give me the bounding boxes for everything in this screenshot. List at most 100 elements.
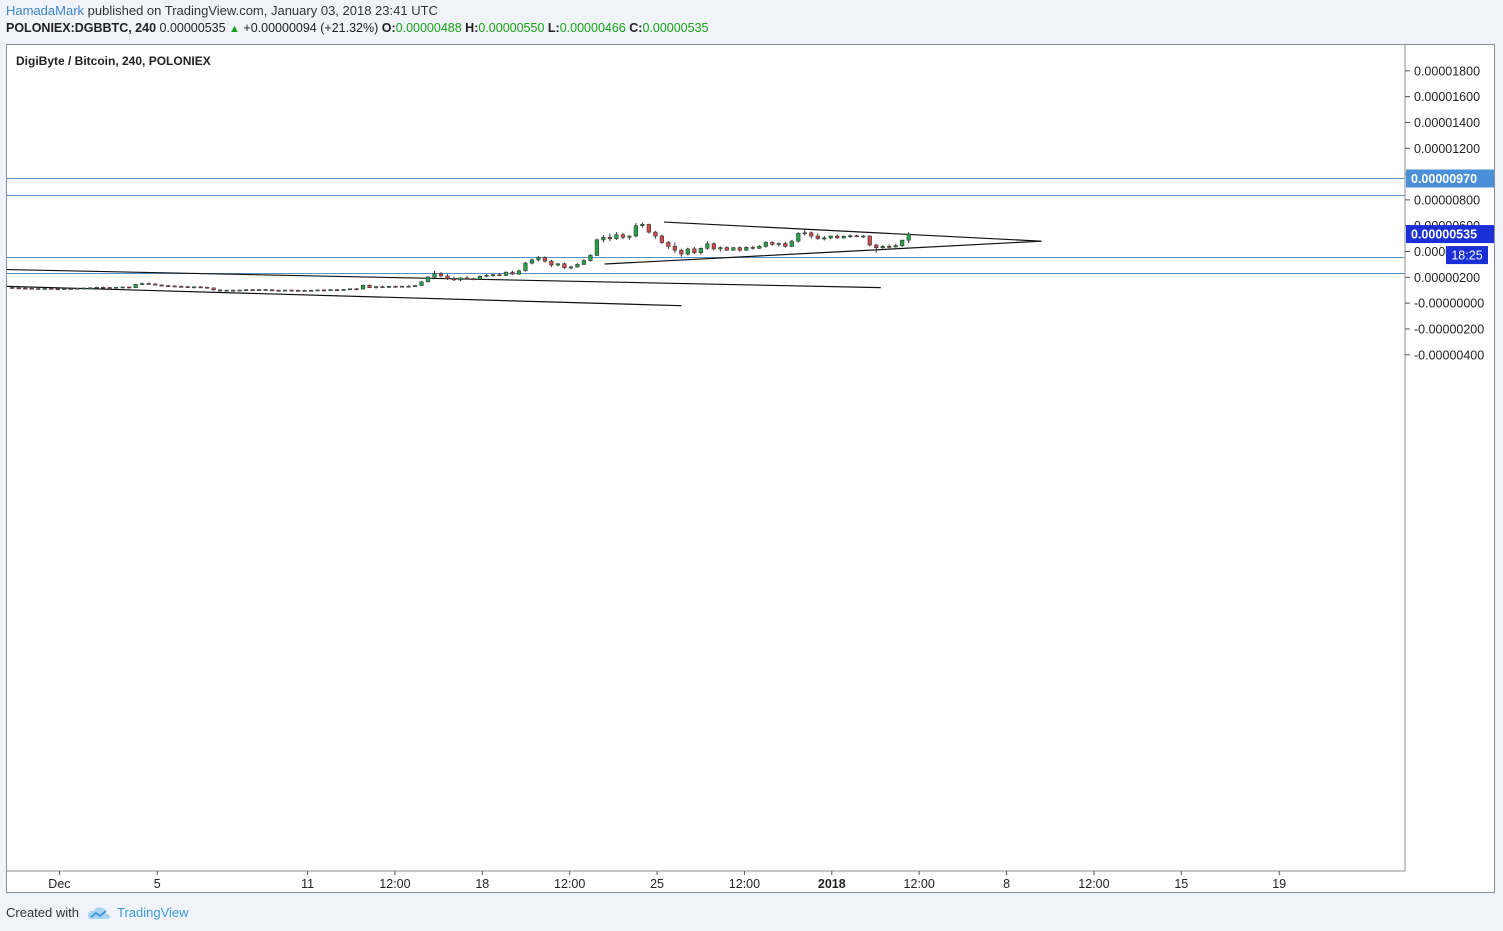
candle — [822, 236, 827, 241]
candle — [438, 272, 444, 278]
candle-body — [659, 235, 664, 243]
candle — [815, 233, 820, 240]
candle-body — [822, 237, 827, 240]
candle — [744, 246, 749, 251]
candle — [237, 289, 242, 292]
candle — [789, 239, 794, 247]
chart-frame[interactable]: DigiByte / Bitcoin, 240, POLONIEX 0.0000… — [6, 44, 1495, 893]
candle-body — [640, 224, 645, 226]
candle-body — [425, 276, 431, 283]
candle-body — [328, 289, 333, 292]
candle — [588, 254, 593, 262]
candle — [607, 233, 612, 242]
candle — [88, 287, 93, 290]
candle — [218, 289, 223, 292]
candle-body — [146, 283, 151, 285]
up-arrow-icon: ▲ — [229, 23, 240, 35]
candle-body — [393, 286, 398, 288]
candle — [328, 289, 333, 292]
x-tick-label: 19 — [1272, 877, 1286, 891]
candle-body — [848, 235, 853, 238]
candle — [393, 285, 398, 288]
trend-line — [7, 285, 682, 307]
candle — [581, 259, 586, 266]
tradingview-link[interactable]: TradingView — [116, 905, 189, 920]
candle — [295, 289, 301, 292]
candle-body — [627, 235, 632, 238]
candle-body — [484, 274, 489, 277]
candle-body — [406, 285, 411, 288]
candle — [718, 246, 723, 252]
y-tick-label: 0.00000800 — [1414, 193, 1480, 207]
candle — [653, 230, 658, 239]
candle — [659, 234, 664, 244]
candle-body — [36, 288, 41, 290]
candle-body — [718, 247, 723, 250]
candle — [445, 274, 450, 280]
candle-body — [510, 271, 515, 275]
candle — [120, 286, 125, 289]
candle-body — [282, 289, 288, 292]
candle-body — [29, 287, 34, 290]
candle — [16, 287, 21, 290]
candle-body — [380, 286, 385, 288]
candle — [692, 246, 697, 255]
candle — [861, 234, 866, 238]
candle-body — [796, 233, 801, 242]
candle — [529, 258, 535, 265]
x-axis[interactable]: Dec 5 11 12:00 18 12:00 25 12:00 2018 12:00 8 12:00… — [48, 871, 1286, 891]
candle — [711, 242, 716, 251]
candle — [640, 222, 645, 228]
candle — [484, 274, 489, 278]
candle — [127, 286, 132, 289]
candle — [464, 276, 470, 280]
candle-body — [354, 288, 359, 291]
candle-body — [386, 286, 392, 288]
x-tick-label: 5 — [154, 877, 161, 891]
price-chart[interactable]: DigiByte / Bitcoin, 240, POLONIEX 0.0000… — [7, 45, 1496, 894]
y-axis[interactable]: 0.00001800 0.00001600 0.00001400 0.00001200… — [1405, 64, 1484, 362]
candle-body — [23, 287, 28, 290]
candle — [289, 289, 294, 292]
candle — [231, 289, 236, 292]
candle-body — [107, 287, 112, 289]
y-tick-label: 0.00000200 — [1414, 271, 1480, 285]
candle — [425, 276, 431, 283]
candle-body — [562, 263, 567, 268]
candle-body — [861, 235, 866, 238]
high-value: 0.00000550 — [478, 21, 545, 35]
candle-body — [529, 259, 535, 264]
candle — [10, 286, 15, 289]
candle — [724, 246, 729, 251]
candle — [315, 289, 320, 292]
candle-body — [828, 235, 833, 239]
candle-body — [120, 286, 125, 289]
candle-body — [127, 286, 132, 289]
candle — [523, 261, 528, 272]
candle-body — [711, 243, 716, 250]
author-link[interactable]: HamadaMark — [6, 3, 85, 18]
candle — [477, 275, 483, 280]
candle-body — [588, 255, 593, 261]
y-tick-label: 0.00001600 — [1414, 90, 1480, 104]
candle — [451, 276, 457, 281]
candle-body — [516, 270, 522, 275]
candle — [776, 242, 781, 247]
candle — [282, 289, 288, 292]
candle — [360, 284, 366, 290]
candle — [594, 238, 599, 257]
price-change: +0.00000094 (+21.32%) — [243, 21, 379, 35]
candle — [373, 286, 379, 289]
candle — [42, 287, 47, 290]
x-tick-label: 18 — [475, 877, 489, 891]
candle-body — [315, 289, 320, 292]
candle-body — [731, 247, 736, 251]
candle-body — [185, 286, 190, 289]
candle-body — [763, 242, 768, 247]
candle — [601, 234, 606, 243]
candle-body — [458, 277, 463, 281]
candle-body — [646, 224, 651, 233]
candle — [503, 271, 509, 277]
x-tick-label: 15 — [1174, 877, 1188, 891]
tradingview-cloud-icon — [87, 906, 111, 919]
